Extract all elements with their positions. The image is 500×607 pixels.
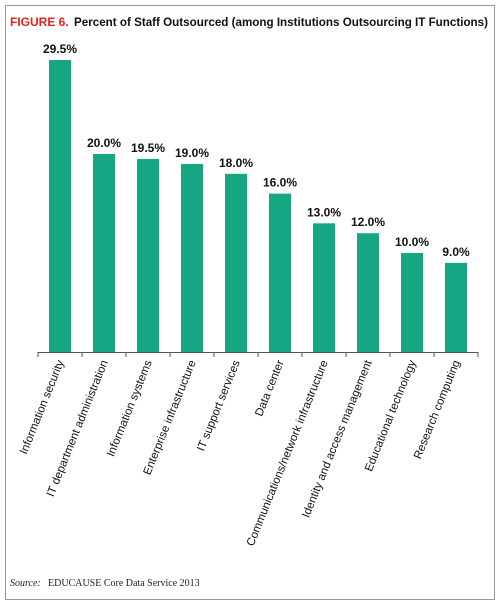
value-label: 20.0% [87,136,121,150]
value-label: 9.0% [442,245,470,259]
bar [313,223,335,352]
source-label: Source: [10,578,41,589]
value-label: 19.5% [131,141,165,155]
figure-label: FIGURE 6. [10,15,69,29]
value-label: 10.0% [395,235,429,249]
bar [445,262,467,352]
bar [93,154,115,352]
bar [225,173,247,352]
value-label: 18.0% [219,156,253,170]
chart-title: Percent of Staff Outsourced (among Insti… [74,15,488,29]
bar [401,253,423,352]
value-label: 19.0% [175,146,209,160]
bar [137,158,159,352]
value-label: 12.0% [351,215,385,229]
bar [49,60,71,352]
value-label: 29.5% [43,42,77,56]
value-label: 16.0% [263,176,297,190]
bar [357,233,379,352]
bar [181,163,203,352]
value-label: 13.0% [307,205,341,219]
bar [269,193,291,352]
source-text: EDUCAUSE Core Data Service 2013 [48,578,200,589]
